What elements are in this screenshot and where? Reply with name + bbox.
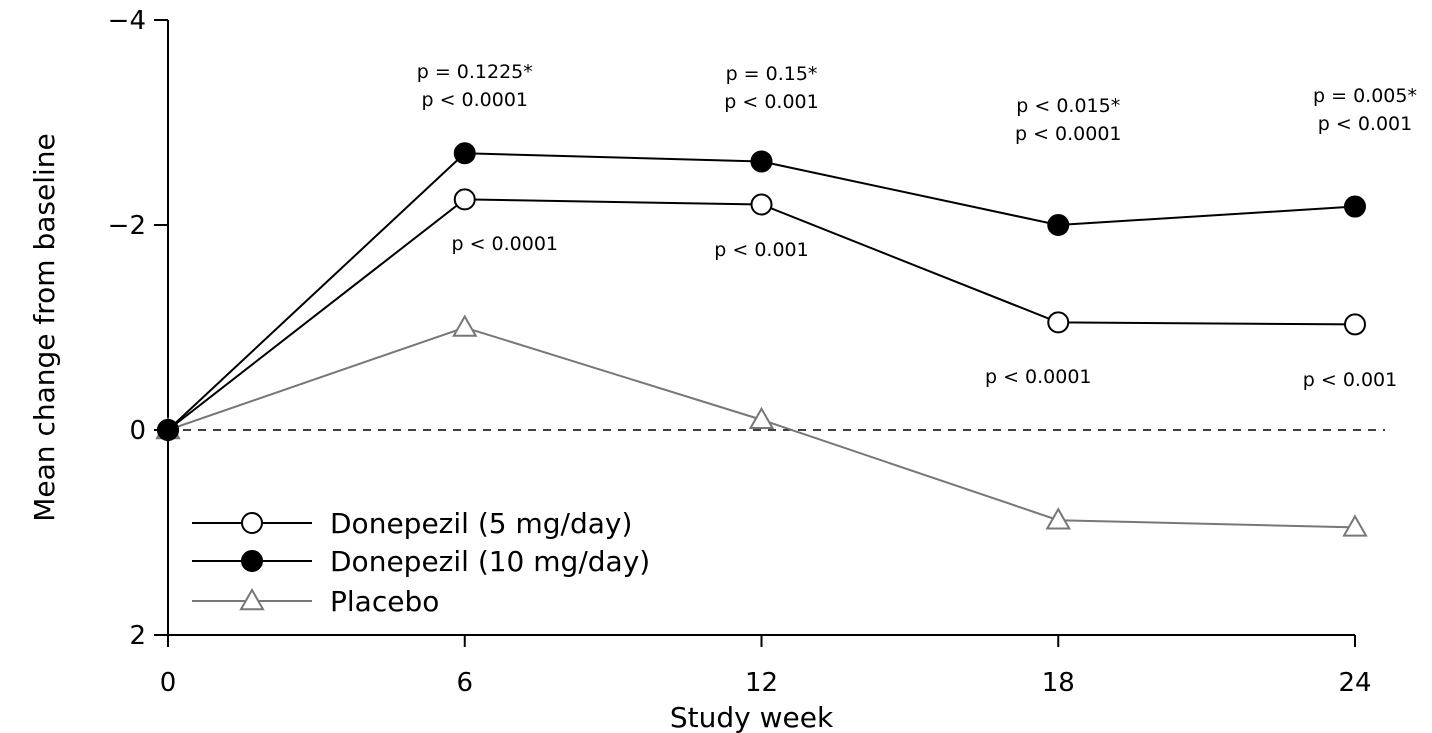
data-point xyxy=(1047,311,1070,334)
data-point xyxy=(452,314,478,337)
data-point xyxy=(1342,514,1368,537)
legend-label: Placebo xyxy=(330,585,439,618)
p-value-annotation: p = 0.1225* xyxy=(417,61,533,83)
series-filled-circle xyxy=(157,142,1366,441)
p-value-annotation: p < 0.001 xyxy=(1318,113,1412,135)
y-tick-label: −2 xyxy=(108,211,146,241)
p-value-annotation: p < 0.001 xyxy=(1303,369,1397,391)
p-value-annotation: p < 0.015* xyxy=(1016,95,1120,117)
data-point xyxy=(1047,214,1070,236)
data-point xyxy=(1344,195,1366,218)
legend-label: Donepezil (10 mg/day) xyxy=(330,545,650,578)
data-point xyxy=(748,406,775,429)
x-tick-label: 12 xyxy=(745,668,778,698)
legend: Donepezil (5 mg/day) Donepezil (10 mg/day… xyxy=(192,507,650,618)
p-value-annotation: p < 0.0001 xyxy=(451,233,558,255)
series-line xyxy=(167,198,1356,431)
p-value-annotation: p < 0.0001 xyxy=(1015,123,1122,145)
p-value-annotation: p < 0.001 xyxy=(714,239,808,261)
y-tick-label: 2 xyxy=(129,621,146,651)
data-point xyxy=(1344,313,1366,336)
y-tick-label: −4 xyxy=(108,6,146,36)
legend-entry: Donepezil (10 mg/day) xyxy=(192,545,650,578)
legend-entry: Donepezil (5 mg/day) xyxy=(192,507,632,540)
data-point xyxy=(750,150,773,173)
series-open-triangle xyxy=(155,314,1368,537)
p-value-annotation: p = 0.005* xyxy=(1313,85,1417,107)
p-value-annotation: p = 0.15* xyxy=(726,63,818,85)
p-value-annotation: p < 0.001 xyxy=(724,91,818,113)
legend-marker xyxy=(241,550,263,572)
series-layer xyxy=(155,142,1368,537)
x-axis-label: Study week xyxy=(670,701,834,733)
y-tick-label: 0 xyxy=(129,416,146,446)
x-tick-label: 24 xyxy=(1338,668,1371,698)
legend-label: Donepezil (5 mg/day) xyxy=(330,507,632,540)
data-point xyxy=(453,188,476,211)
x-tick-label: 18 xyxy=(1042,668,1075,698)
legend-marker xyxy=(241,512,263,534)
data-point xyxy=(1045,507,1071,530)
legend-entry: Placebo xyxy=(192,585,439,618)
x-tick-label: 0 xyxy=(160,668,177,698)
x-tick-label: 6 xyxy=(456,668,473,698)
data-point xyxy=(157,419,179,441)
series-open-circle xyxy=(157,188,1366,441)
p-value-annotation: p < 0.0001 xyxy=(421,89,528,111)
data-point xyxy=(453,142,476,165)
legend-marker xyxy=(239,587,265,611)
p-value-annotation: p < 0.0001 xyxy=(985,366,1092,388)
y-axis-label: Mean change from baseline xyxy=(28,133,61,521)
data-point xyxy=(750,193,773,216)
annotations: p = 0.1225* p < 0.0001 p = 0.15* p < 0.001 p… xyxy=(417,61,1417,391)
